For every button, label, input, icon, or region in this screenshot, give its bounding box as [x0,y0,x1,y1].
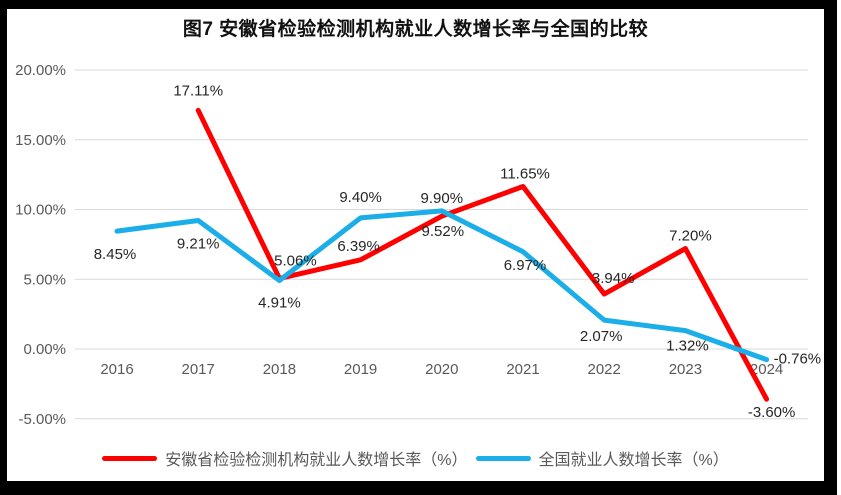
chart-title: 图7 安徽省检验检测机构就业人数增长率与全国的比较 [182,19,649,40]
data-label: 1.32% [666,338,709,355]
data-label: 2.07% [580,328,623,345]
line-chart-svg: 20.00% 15.00% 10.00% 5.00% 0.00% -5.00% 2016 20… [15,62,822,428]
chart-canvas: 图7 安徽省检验检测机构就业人数增长率与全国的比较 20.00% 15.00% 10… [7,9,824,481]
legend-label-anhui: 安徽省检验检测机构就业人数增长率（%） [165,452,468,469]
data-label: 9.52% [422,223,465,240]
y-axis-tick-label: 15.00% [15,132,66,149]
x-axis-tick-label: 2022 [588,361,621,378]
data-label: 9.21% [177,236,220,253]
y-axis-tick-label: 10.00% [15,202,66,219]
legend-item-anhui: 安徽省检验检测机构就业人数增长率（%） [102,446,468,470]
legend-label-national: 全国就业人数增长率（%） [538,452,729,469]
data-label: 11.65% [500,165,550,182]
data-label: 9.40% [339,189,382,206]
x-axis-tick-label: 2019 [344,361,377,378]
data-label: -3.60% [748,404,796,421]
data-label: 7.20% [669,228,712,245]
x-axis-tick-label: 2020 [425,361,458,378]
series-line-1 [114,208,770,363]
data-label: -0.76% [774,351,822,368]
y-axis-tick-label: -5.00% [18,411,66,428]
y-axis-tick-label: 0.00% [23,341,66,358]
x-axis-tick-label: 2018 [263,361,296,378]
data-label: 4.91% [258,295,301,312]
legend-line-red [102,455,158,461]
data-label: 17.11% [173,82,223,99]
legend-item-national: 全国就业人数增长率（%） [475,446,729,470]
data-label: 8.45% [94,246,137,263]
x-axis-tick-label: 2024 [750,361,783,378]
x-axis-tick-label: 2021 [506,361,539,378]
x-axis-tick-label: 2016 [100,361,133,378]
legend-line-blue [475,455,531,461]
data-label: 5.06% [274,252,317,269]
series-line-0 [195,107,770,402]
data-label: 6.97% [504,257,547,274]
y-axis-tick-label: 5.00% [23,271,66,288]
chart-legend: 安徽省检验检测机构就业人数增长率（%） 全国就业人数增长率（%） [7,446,824,470]
x-axis-tick-label: 2023 [669,361,702,378]
data-label: 3.94% [592,270,635,287]
data-label: 9.90% [421,190,464,207]
y-axis-tick-label: 20.00% [15,62,66,79]
data-label: 6.39% [337,238,380,255]
x-axis-tick-label: 2017 [182,361,215,378]
